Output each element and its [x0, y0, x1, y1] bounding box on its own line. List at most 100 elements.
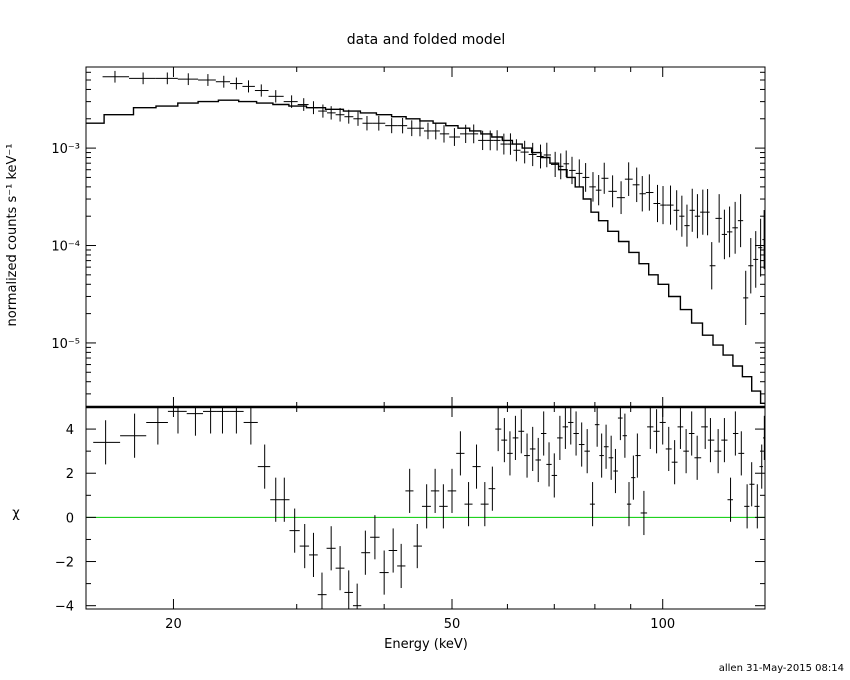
residual-point — [270, 477, 281, 522]
residual-point — [749, 462, 755, 507]
data-point — [653, 184, 661, 223]
data-point — [254, 84, 269, 97]
data-point — [215, 75, 231, 88]
bottom-panel: 420−2−420 50 100 — [55, 405, 766, 632]
residual-point — [578, 422, 585, 467]
data-point — [513, 139, 521, 162]
data-point — [721, 209, 727, 260]
data-point — [715, 194, 722, 243]
residual-point — [512, 415, 519, 460]
data-point — [439, 125, 450, 143]
residual-point — [677, 407, 684, 449]
data-point — [318, 104, 328, 118]
residual-point — [524, 433, 530, 478]
data-point — [632, 167, 640, 203]
data-point — [732, 201, 738, 254]
residual-point — [671, 440, 678, 485]
residual-point — [721, 418, 728, 463]
residual-point — [352, 583, 362, 609]
data-point — [645, 174, 654, 211]
data-point — [460, 124, 470, 144]
data-point — [743, 270, 749, 325]
data-point — [353, 111, 363, 126]
residual-point — [608, 435, 614, 480]
data-point — [758, 218, 763, 277]
residual-point — [744, 484, 750, 529]
data-point — [616, 181, 625, 215]
data-point — [748, 238, 754, 294]
data-point — [528, 142, 537, 167]
residual-point — [464, 482, 473, 527]
residual-point — [557, 415, 563, 460]
residual-point — [326, 526, 336, 571]
residual-point — [146, 407, 168, 445]
residual-point — [647, 407, 654, 449]
residual-point — [617, 407, 623, 441]
residual-point — [388, 528, 398, 573]
residual-point — [683, 429, 689, 474]
residual-point — [203, 407, 217, 434]
data-point — [102, 70, 130, 83]
residual-point — [405, 468, 414, 513]
residual-point — [707, 418, 715, 463]
data-point — [726, 206, 733, 258]
residual-point — [456, 431, 465, 476]
residual-point — [546, 442, 552, 487]
chi-tick-label: 2 — [66, 467, 74, 482]
residual-point — [635, 433, 641, 478]
data-point — [372, 115, 386, 131]
data-point — [550, 151, 558, 178]
residual-point — [186, 407, 204, 436]
data-point — [569, 156, 576, 185]
data-point — [242, 80, 255, 93]
data-point — [689, 188, 695, 232]
residual-point — [732, 411, 739, 456]
residual-point — [447, 468, 457, 513]
x-tick-label: 100 — [650, 617, 675, 632]
data-point — [520, 140, 529, 164]
data-point — [177, 73, 199, 86]
residual-point — [299, 524, 310, 569]
top-panel: 10⁻³ 10⁻⁴ 10⁻⁵ — [51, 66, 766, 408]
data-point — [557, 153, 564, 180]
residual-point — [738, 431, 745, 476]
residual-point — [397, 543, 406, 589]
residual-point — [694, 435, 702, 480]
data-point — [268, 90, 284, 103]
residual-point — [379, 550, 389, 595]
residual-point — [370, 515, 380, 560]
data-point — [431, 122, 440, 140]
residual-point — [167, 407, 187, 434]
residual-point — [229, 407, 244, 434]
residual-point — [665, 426, 672, 472]
data-point — [639, 176, 646, 212]
data-point — [469, 124, 479, 144]
residual-point — [309, 532, 318, 577]
residual-point — [93, 420, 121, 465]
data-point — [308, 101, 319, 115]
residual-point — [495, 407, 502, 452]
data-point — [155, 72, 178, 85]
model-step-line — [86, 99, 765, 404]
chart-title: data and folded model — [347, 32, 506, 48]
data-point — [297, 98, 309, 111]
y-tick-label: 10⁻⁴ — [51, 240, 80, 255]
bottom-y-axis-label: χ — [12, 506, 20, 521]
data-point — [575, 159, 583, 188]
residual-point — [653, 409, 660, 454]
data-point — [582, 163, 590, 192]
residual-point — [584, 429, 590, 474]
data-point — [737, 194, 744, 248]
data-point — [705, 189, 710, 236]
residual-point — [759, 444, 764, 489]
data-point — [335, 107, 345, 122]
data-point — [500, 133, 508, 155]
data-point — [589, 172, 596, 202]
chi-tick-label: −4 — [55, 600, 74, 615]
residual-point — [640, 490, 648, 536]
residual-point — [430, 468, 440, 513]
residual-point — [754, 484, 760, 529]
data-point — [563, 150, 570, 178]
residual-point — [501, 418, 508, 463]
